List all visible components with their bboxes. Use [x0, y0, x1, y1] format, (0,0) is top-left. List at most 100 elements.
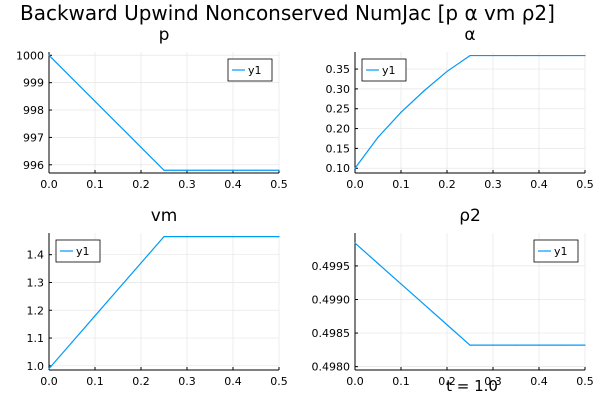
data-point — [469, 54, 471, 57]
data-point — [446, 324, 448, 326]
legend: y1 — [55, 239, 101, 263]
x-tick-label: 0.2 — [132, 178, 150, 191]
y-tick-label: 1000 — [16, 49, 44, 62]
data-point — [377, 262, 379, 265]
x-tick-label: 0.3 — [178, 178, 196, 191]
y-tick-label: 0.10 — [326, 162, 351, 175]
data-point — [71, 77, 73, 79]
y-tick-label: 0.4985 — [312, 327, 351, 340]
legend-label: y1 — [554, 245, 568, 258]
x-tick-label: 0.2 — [438, 375, 456, 388]
data-point — [423, 90, 425, 92]
data-point — [163, 169, 165, 171]
data-point — [48, 54, 50, 56]
data-point — [515, 54, 517, 57]
data-point — [186, 236, 188, 238]
subplot-title: p — [159, 25, 170, 45]
data-point — [278, 169, 280, 171]
data-point — [232, 169, 234, 171]
data-point — [561, 344, 563, 346]
subplot-title: α — [464, 25, 475, 45]
x-tick-label: 0.1 — [392, 375, 410, 388]
y-tick-label: 997 — [23, 131, 44, 144]
data-point — [140, 146, 142, 148]
data-point — [400, 111, 402, 113]
x-tick-label: 0.5 — [270, 178, 288, 191]
x-tick-label: 0.0 — [346, 178, 364, 191]
data-point — [584, 344, 586, 346]
data-point — [255, 169, 257, 171]
y-tick-label: 1.3 — [27, 276, 45, 289]
y-tick-label: 0.4990 — [312, 293, 351, 306]
y-tick-label: 1.4 — [27, 249, 45, 262]
y-tick-label: 0.20 — [326, 123, 351, 136]
x-tick-label: 0.1 — [392, 178, 410, 191]
data-point — [209, 236, 211, 238]
x-tick-label: 0.5 — [576, 375, 594, 388]
data-point — [94, 315, 96, 317]
data-point — [163, 236, 165, 238]
y-tick-label: 0.25 — [326, 103, 351, 116]
data-point — [561, 54, 563, 57]
data-point — [354, 242, 356, 244]
y-tick-label: 0.4995 — [312, 260, 351, 273]
data-point — [446, 70, 448, 73]
x-tick-label: 0.0 — [40, 178, 58, 191]
subplot-grid: 0.0 0.1 0.2 0.3 0.4 0.5 996 997 998 999 1000 p y1 0.0… — [16, 25, 594, 388]
x-tick-label: 0.4 — [224, 375, 242, 388]
data-point — [423, 303, 425, 305]
data-point — [48, 368, 50, 370]
x-tick-label: 0.2 — [438, 178, 456, 191]
data-point — [377, 136, 379, 138]
data-point — [117, 288, 119, 291]
y-tick-label: 0.35 — [326, 63, 351, 76]
data-point — [492, 344, 494, 346]
data-point — [255, 236, 257, 238]
x-tick-label: 0.1 — [86, 178, 104, 191]
subplot-title: ρ2 — [459, 206, 481, 226]
legend: y1 — [227, 58, 273, 82]
data-point — [584, 54, 586, 57]
x-tick-label: 0.4 — [224, 178, 242, 191]
data-point — [538, 54, 540, 57]
x-tick-label: 0.4 — [530, 375, 548, 388]
x-tick-label: 0.3 — [484, 375, 502, 388]
y-tick-label: 1.0 — [27, 360, 45, 373]
y-tick-label: 999 — [23, 77, 44, 90]
legend-label: y1 — [76, 245, 90, 258]
data-point — [492, 54, 494, 57]
x-tick-label: 0.0 — [346, 375, 364, 388]
data-point — [71, 341, 73, 343]
subplot-3: 0.0 0.1 0.2 0.3 0.4 0.5 1.0 1.1 1.2 1.3 1.4 vm y1 — [27, 206, 288, 388]
x-tick-label: 0.1 — [86, 375, 104, 388]
data-point — [140, 262, 142, 264]
y-tick-label: 0.15 — [326, 142, 351, 155]
y-tick-label: 0.30 — [326, 83, 351, 96]
data-point — [94, 100, 96, 102]
data-point — [278, 236, 280, 238]
y-tick-label: 1.1 — [27, 332, 45, 345]
figure-footer: t = 1.0 — [446, 377, 498, 395]
legend-label: y1 — [248, 64, 262, 77]
legend-label: y1 — [382, 64, 396, 77]
data-point — [117, 123, 119, 125]
data-point — [515, 344, 517, 346]
data-point — [186, 169, 188, 171]
legend: y1 — [361, 58, 407, 82]
figure-title: Backward Upwind Nonconserved NumJac [p α… — [20, 1, 555, 25]
data-point — [400, 283, 402, 285]
y-tick-label: 0.4980 — [312, 361, 351, 374]
data-point — [469, 344, 471, 346]
x-tick-label: 0.3 — [178, 375, 196, 388]
data-point — [232, 236, 234, 238]
x-tick-label: 0.2 — [132, 375, 150, 388]
y-tick-label: 998 — [23, 104, 44, 117]
x-tick-label: 0.0 — [40, 375, 58, 388]
legend-box — [55, 239, 101, 263]
x-tick-label: 0.5 — [576, 178, 594, 191]
data-point — [538, 344, 540, 346]
y-tick-label: 1.2 — [27, 304, 45, 317]
y-tick-label: 996 — [23, 159, 44, 172]
legend-box — [361, 58, 407, 82]
